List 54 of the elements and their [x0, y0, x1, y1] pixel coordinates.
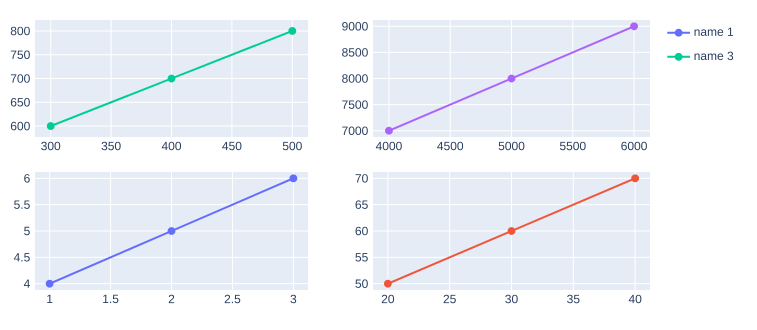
y-tick-label: 7000 — [342, 126, 368, 135]
y-tick-label: 6 — [24, 174, 30, 183]
y-tick-label: 50 — [355, 279, 368, 288]
x-tick-label: 5000 — [498, 142, 524, 150]
point — [508, 74, 516, 82]
point — [168, 227, 176, 235]
y-tick-label: 7500 — [342, 100, 368, 109]
y-tick-label: 8500 — [342, 48, 368, 57]
point — [508, 227, 516, 235]
y-tick-label: 600 — [10, 122, 30, 130]
x-tick-label: 4500 — [437, 142, 464, 150]
point — [631, 174, 640, 182]
y-tick-label: 9000 — [342, 22, 368, 31]
x-tick-label: 6000 — [621, 142, 647, 150]
point — [385, 126, 393, 135]
legend-label: name 3 — [694, 52, 734, 60]
point — [384, 280, 392, 288]
y-tick-label: 65 — [356, 200, 368, 209]
x-tick-label: 4000 — [376, 142, 402, 150]
x-tick-label: 350 — [102, 142, 121, 150]
point — [168, 74, 176, 82]
x-tick-label: 25 — [444, 294, 456, 304]
x-tick-label: 5500 — [560, 142, 586, 150]
y-tick-label: 5 — [24, 226, 30, 236]
x-tick-label: 300 — [41, 142, 60, 150]
y-tick-label: 70 — [356, 174, 368, 183]
y-tick-label: 60 — [356, 226, 368, 236]
x-tick-label: 2 — [168, 294, 174, 304]
y-tick-label: 55 — [355, 253, 368, 262]
x-tick-label: 1.5 — [103, 294, 118, 304]
x-tick-label: 40 — [628, 294, 642, 304]
point — [630, 22, 638, 30]
y-tick-label: 650 — [10, 98, 30, 107]
y-tick-label: 700 — [10, 74, 30, 83]
point — [288, 27, 296, 35]
x-tick-label: 450 — [222, 142, 242, 150]
x-tick-label: 1 — [47, 294, 52, 303]
y-tick-label: 4 — [24, 280, 30, 288]
legend-label: name 1 — [694, 28, 734, 36]
x-tick-label: 500 — [282, 142, 302, 150]
y-tick-label: 8000 — [342, 74, 368, 83]
point — [289, 174, 298, 182]
x-tick-label: 20 — [382, 294, 394, 304]
x-tick-label: 2.5 — [224, 294, 240, 304]
x-tick-label: 30 — [505, 294, 518, 304]
x-tick-label: 400 — [162, 142, 182, 150]
x-tick-label: 35 — [567, 294, 580, 304]
x-tick-label: 3 — [290, 294, 296, 304]
y-tick-label: 750 — [10, 50, 30, 59]
y-tick-label: 800 — [10, 26, 30, 36]
y-tick-label: 5.5 — [14, 200, 30, 209]
y-tick-label: 4.5 — [14, 253, 30, 262]
point — [46, 280, 54, 288]
point — [46, 122, 55, 130]
